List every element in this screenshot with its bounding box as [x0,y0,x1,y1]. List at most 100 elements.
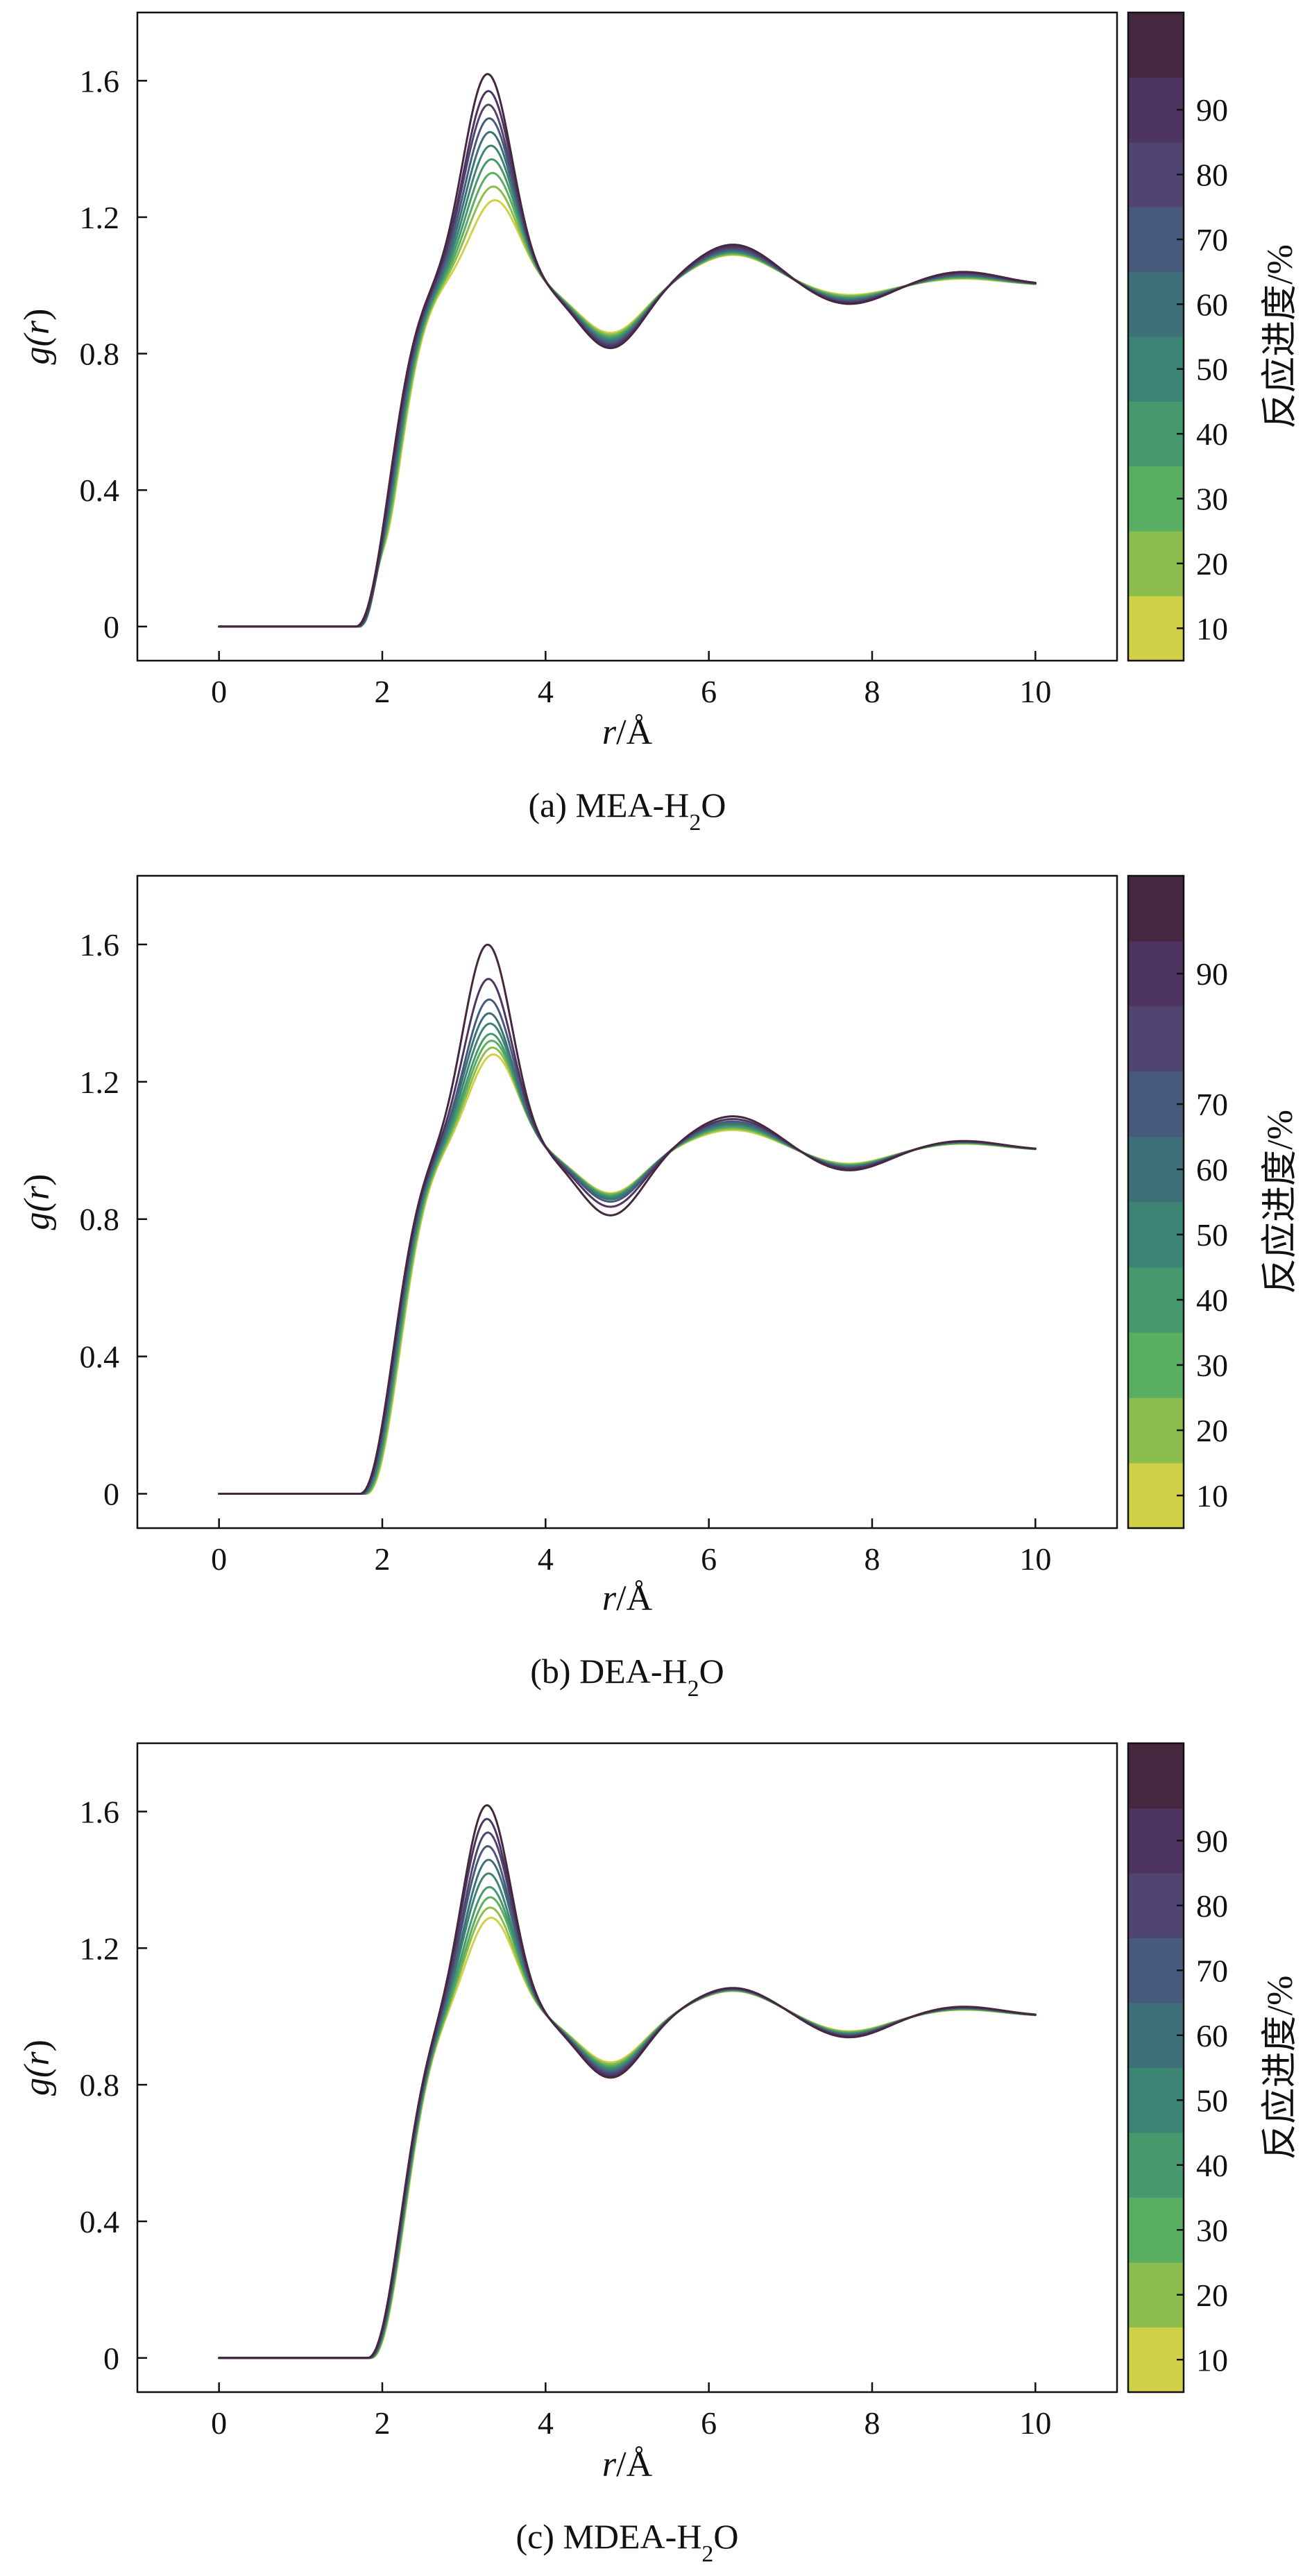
y-tick-label: 0.8 [80,337,120,372]
series-line-90 [218,1817,1037,2359]
series-line-60 [218,1858,1037,2359]
y-axis-label-arg: r [17,2051,57,2066]
colorbar-frame [1127,1742,1185,2393]
colorbar-level-70 [1128,207,1184,273]
colorbar-tick-label: 30 [1196,2212,1228,2248]
series-line-70 [218,1845,1037,2359]
colorbar-level-20 [1128,531,1184,597]
colorbar-tick-label: 70 [1196,222,1228,257]
colorbar-label: 反应进度/% [1261,244,1300,429]
x-tick-label: 10 [1019,1541,1051,1577]
series-line-60 [218,130,1037,628]
colorbar-tick-label: 20 [1196,2278,1228,2313]
y-tick-label: 0.4 [80,473,120,508]
y-axis-label-var: g( [17,332,57,364]
y-tick-label: 0 [103,1477,119,1512]
colorbar-level-100 [1128,876,1184,942]
colorbar-tick-label: 90 [1196,956,1228,992]
colorbar-tick-label: 70 [1196,1087,1228,1122]
colorbar-tick-label: 80 [1196,158,1228,193]
colorbar-level-20 [1128,1398,1184,1464]
colorbar-label: 反应进度/% [1261,1110,1300,1294]
panel-caption: (b) DEA-H2O [530,1652,724,1702]
series-line-50 [218,144,1037,628]
x-tick-label: 2 [375,674,391,709]
colorbar-tick-label: 60 [1196,287,1228,322]
y-tick-label: 0.8 [80,1202,120,1237]
x-tick-label: 10 [1019,674,1051,709]
y-tick-label: 0.4 [80,1339,120,1375]
series-line-40 [218,1033,1037,1495]
colorbar-level-100 [1128,1743,1184,1808]
series-group [218,943,1037,1495]
series-line-100 [218,1804,1037,2359]
colorbar-tick-label: 50 [1196,2083,1228,2118]
colorbar-tick-label: 80 [1196,1888,1228,1924]
caption-subscript: 2 [689,810,701,836]
series-line-20 [218,1046,1037,1495]
colorbar-label: 反应进度/% [1261,1976,1300,2160]
panel-caption: (c) MDEA-H2O [516,2517,738,2567]
x-tick-label: 6 [701,1541,717,1577]
colorbar-tick-label: 10 [1196,611,1228,646]
colorbar-level-30 [1128,466,1184,532]
x-tick-label: 0 [211,2405,227,2441]
caption-prefix: (c) MDEA-H [516,2517,701,2556]
colorbar: 10 20 30 40 50 60 70 90 反应进度/% [1127,874,1300,1530]
series-line-50 [218,1872,1037,2359]
colorbar-frame [1127,11,1185,662]
series-group [218,73,1037,628]
series-line-20 [218,185,1037,628]
colorbar-level-40 [1128,1267,1184,1333]
series-line-40 [218,158,1037,628]
chart-panel-2: 0 2 4 6 8 1000.40.81.21.6r/Åg(r)1020304050607… [17,874,1300,1702]
series-line-70 [218,998,1037,1495]
colorbar-tick-label: 90 [1196,1823,1228,1858]
colorbar-level-10 [1128,1463,1184,1529]
colorbar-level-50 [1128,1202,1184,1268]
colorbar-tick-label: 30 [1196,1348,1228,1383]
y-axis-label-var: g( [17,2064,57,2096]
colorbar-level-40 [1128,401,1184,467]
colorbar-level-80 [1128,142,1184,207]
caption-prefix: (b) DEA-H [530,1652,687,1690]
colorbar-tick-label: 90 [1196,92,1228,128]
x-tick-label: 0 [211,674,227,709]
y-axis-label-close: ) [17,309,57,321]
series-line-50 [218,1022,1037,1495]
colorbar-level-70 [1128,1938,1184,2003]
y-axis-label-arg: r [17,320,57,334]
y-tick-label: 1.6 [80,1794,120,1829]
x-axis-label-var: r [602,713,617,752]
caption-subscript: 2 [701,2541,713,2567]
colorbar-level-50 [1128,2067,1184,2133]
colorbar-tick-label: 50 [1196,1217,1228,1253]
colorbar-tick-label: 10 [1196,1478,1228,1514]
x-axis-label-var: r [602,2445,617,2484]
y-tick-label: 1.2 [80,1931,120,1966]
y-axis-label-close: ) [17,1174,57,1186]
series-line-100 [218,73,1037,628]
series-line-70 [218,117,1037,628]
caption-suffix: O [701,786,726,824]
colorbar-level-30 [1128,2197,1184,2263]
plot-frame [136,11,1118,662]
x-tick-label: 2 [375,2405,391,2441]
colorbar-level-60 [1128,2003,1184,2068]
colorbar: 10 20 30 40 50 60 70 80 90 反应进度/% [1127,11,1300,662]
x-axis-label-unit: /Å [616,2445,652,2484]
y-axis-label-close: ) [17,2040,57,2051]
y-tick-label: 1.6 [80,63,120,99]
x-tick-label: 4 [538,2405,554,2441]
colorbar-level-80 [1128,1006,1184,1072]
x-axis-label: r/Å [602,2445,653,2484]
colorbar-level-100 [1128,12,1184,78]
colorbar-tick-label: 40 [1196,416,1228,452]
y-axis-label: g(r) [17,2040,57,2096]
x-axis-label: r/Å [602,713,653,752]
colorbar-tick-label: 40 [1196,1282,1228,1318]
x-axis-label-var: r [602,1579,617,1618]
x-tick-label: 6 [701,2405,717,2441]
colorbar-level-90 [1128,941,1184,1007]
